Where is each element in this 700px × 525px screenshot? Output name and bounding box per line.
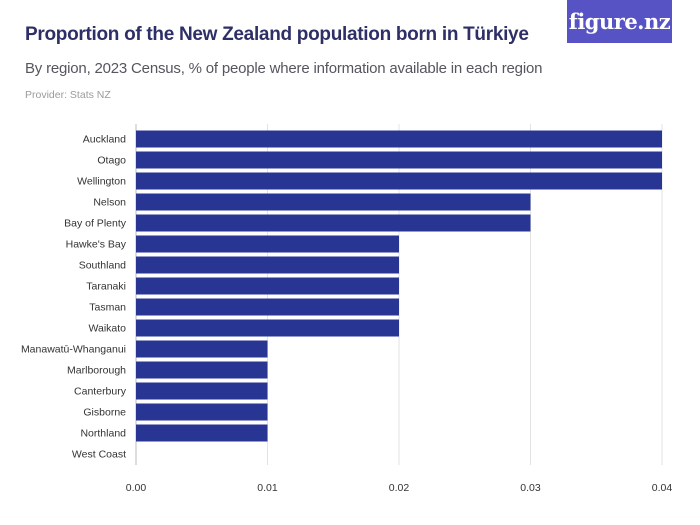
bar[interactable]: [136, 193, 531, 211]
x-tick-label: 0.04: [652, 482, 673, 494]
category-label: Wellington: [77, 176, 126, 188]
category-label: Waikato: [88, 323, 126, 335]
category-label: Auckland: [83, 134, 126, 146]
x-tick-label: 0.00: [126, 482, 147, 494]
category-label: Northland: [80, 428, 126, 440]
category-label: Taranaki: [86, 281, 126, 293]
bar[interactable]: [136, 235, 399, 253]
bar[interactable]: [136, 424, 268, 442]
bar[interactable]: [136, 298, 399, 316]
bar[interactable]: [136, 130, 662, 148]
bar[interactable]: [136, 403, 268, 421]
category-label: Hawke's Bay: [66, 239, 127, 251]
bar[interactable]: [136, 382, 268, 400]
category-label: Canterbury: [74, 386, 127, 398]
x-tick-label: 0.01: [257, 482, 278, 494]
bar[interactable]: [136, 256, 399, 274]
x-tick-labels: 0.00 0.01 0.02 0.03 0.04: [126, 482, 673, 494]
category-label: Southland: [79, 260, 126, 272]
category-label: Otago: [97, 155, 126, 167]
bar[interactable]: [136, 277, 399, 295]
figure-nz-logo[interactable]: figure.nz: [567, 0, 672, 43]
chart-subtitle: By region, 2023 Census, % of people wher…: [25, 60, 543, 77]
category-label: Nelson: [93, 197, 126, 209]
category-labels: Auckland Otago Wellington Nelson Bay of Plen…: [21, 134, 127, 461]
bar[interactable]: [136, 319, 399, 337]
category-label: Bay of Plenty: [64, 218, 127, 230]
category-label: Gisborne: [83, 407, 126, 419]
bar[interactable]: [136, 361, 268, 379]
bar[interactable]: [136, 340, 268, 358]
bar[interactable]: [136, 214, 531, 232]
x-tick-label: 0.03: [520, 482, 541, 494]
bar[interactable]: [136, 172, 662, 190]
category-label: Marlborough: [67, 365, 126, 377]
category-label: Manawatū-Whanganui: [21, 344, 126, 356]
chart-title: Proportion of the New Zealand population…: [25, 24, 529, 45]
category-label: Tasman: [89, 302, 126, 314]
category-label: West Coast: [72, 449, 126, 461]
bars: [136, 130, 662, 442]
data-provider: Provider: Stats NZ: [25, 89, 111, 101]
bar[interactable]: [136, 151, 662, 169]
x-tick-label: 0.02: [389, 482, 410, 494]
